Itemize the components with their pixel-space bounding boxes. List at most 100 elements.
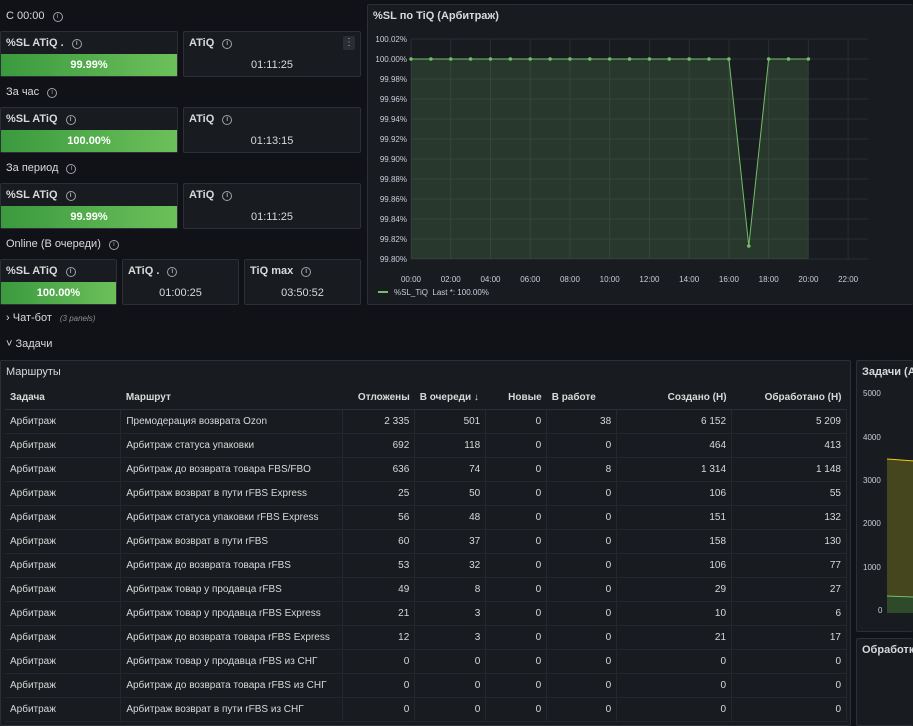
- panel-title: %SL ATiQ i: [6, 189, 76, 201]
- table-row: Арбитраж Премодерация возврата Ozon 2 335 5…: [5, 409, 847, 434]
- panel-title: Задачи (Ар: [862, 366, 913, 378]
- y-tick-label: 100.02%: [375, 35, 407, 44]
- panel-title: ATiQ i: [189, 113, 233, 125]
- column-header[interactable]: В работе: [546, 385, 617, 410]
- sl-atiq-panel-4: %SL ATiQ i 100.00%: [0, 259, 117, 305]
- column-header[interactable]: В очереди ↓: [414, 385, 486, 410]
- table-cell: 464: [616, 433, 733, 458]
- table-cell: 6 152: [616, 409, 733, 434]
- table-cell: Арбитраж до возврата товара rFBS: [120, 553, 344, 578]
- column-header[interactable]: Создано (Н): [616, 385, 732, 410]
- table-cell: 130: [731, 529, 847, 554]
- y-tick: 0: [878, 606, 883, 615]
- table-cell: 0: [616, 697, 733, 722]
- y-tick-label: 99.90%: [380, 155, 407, 164]
- table-cell: 0: [485, 625, 548, 650]
- table-cell: 0: [485, 505, 548, 530]
- table-cell: 55: [731, 481, 847, 506]
- info-icon[interactable]: i: [71, 39, 82, 49]
- table-cell: 0: [546, 601, 618, 626]
- table-cell: 0: [731, 673, 847, 698]
- table-cell: 3: [414, 601, 487, 626]
- table-cell: 21: [616, 625, 733, 650]
- column-header[interactable]: Маршрут: [120, 385, 343, 410]
- table-cell: 0: [485, 529, 548, 554]
- table-cell: 1 314: [616, 457, 733, 482]
- column-header[interactable]: Отложены: [342, 385, 415, 410]
- y-tick: 1000: [863, 563, 881, 572]
- table-cell: 0: [342, 649, 416, 674]
- info-icon[interactable]: i: [108, 240, 119, 250]
- table-cell: 74: [414, 457, 487, 482]
- info-icon[interactable]: i: [47, 88, 58, 98]
- table-cell: Арбитраж товар у продавца rFBS Express: [120, 601, 344, 626]
- panel-menu-icon[interactable]: ⋮: [343, 36, 355, 50]
- data-point: [409, 57, 413, 61]
- column-header[interactable]: Новые: [485, 385, 547, 410]
- table-cell: Арбитраж: [5, 409, 122, 434]
- table-cell: 0: [546, 481, 618, 506]
- atiq-panel-4: ATiQ .i 01:00:25: [122, 259, 239, 305]
- data-point: [707, 57, 711, 61]
- table-cell: Арбитраж: [5, 433, 122, 458]
- table-cell: 27: [731, 577, 847, 602]
- table-row: Арбитраж Арбитраж возврат в пути rFBS 60 37…: [5, 529, 847, 554]
- panel-title: %SL ATiQ .i: [6, 37, 82, 49]
- table-cell: Арбитраж: [5, 649, 122, 674]
- info-icon[interactable]: i: [65, 115, 76, 125]
- tiq-max-panel: TiQ max i 03:50:52: [244, 259, 361, 305]
- table-cell: 636: [342, 457, 416, 482]
- info-icon[interactable]: i: [65, 191, 76, 201]
- info-icon[interactable]: i: [167, 267, 178, 277]
- table-cell: 50: [414, 481, 487, 506]
- legend-last-value: Last *: 100.00%: [432, 288, 489, 297]
- table-cell: 12: [342, 625, 416, 650]
- table-cell: 132: [731, 505, 847, 530]
- table-cell: Арбитраж: [5, 625, 122, 650]
- column-header[interactable]: Обработано (Н): [731, 385, 847, 410]
- data-point: [786, 57, 791, 61]
- table-cell: Премодерация возврата Ozon: [120, 409, 344, 434]
- table-cell: 38: [546, 409, 618, 434]
- section-title-online: Online (В очереди) i: [6, 238, 119, 250]
- row-tasks[interactable]: ˅ Задачи: [6, 338, 52, 350]
- table-row: Арбитраж Арбитраж товар у продавца rFBS E…: [5, 601, 847, 626]
- info-icon[interactable]: i: [301, 267, 312, 277]
- data-point: [528, 57, 533, 61]
- info-icon[interactable]: i: [222, 39, 233, 49]
- info-icon[interactable]: i: [66, 164, 77, 174]
- panel-count: (3 panels): [59, 314, 96, 323]
- info-icon[interactable]: i: [65, 267, 76, 277]
- section-title-c0000: С 00:00 i: [6, 10, 63, 22]
- row-label: Чат-бот: [12, 312, 52, 324]
- table-cell: 0: [485, 577, 548, 602]
- chart-legend[interactable]: %SL_TiQ Last *: 100.00%: [378, 288, 489, 297]
- info-icon[interactable]: i: [222, 191, 233, 201]
- panel-title: Обработка: [862, 644, 913, 656]
- table-cell: 0: [546, 553, 618, 578]
- info-icon[interactable]: i: [52, 12, 63, 22]
- table-cell: 118: [414, 433, 487, 458]
- table-row: Арбитраж Арбитраж товар у продавца rFBS 49…: [5, 577, 847, 602]
- panel-title: %SL ATiQ i: [6, 113, 76, 125]
- routes-panel: Маршруты Задача Маршрут Отложены В очереди …: [0, 360, 851, 726]
- table-cell: Арбитраж статуса упаковки rFBS Express: [120, 505, 344, 530]
- sl-atiq-panel-3: %SL ATiQ i 99.99%: [0, 183, 178, 229]
- column-header[interactable]: Задача: [5, 385, 121, 410]
- data-point: [568, 57, 572, 61]
- x-tick-label: 06:00: [520, 275, 541, 284]
- x-tick-label: 22:00: [838, 275, 859, 284]
- y-tick-label: 99.82%: [380, 235, 407, 244]
- chevron-down-icon: ˅: [6, 338, 13, 350]
- table-cell: 53: [342, 553, 416, 578]
- table-cell: 17: [731, 625, 847, 650]
- table-cell: 0: [485, 649, 548, 674]
- info-icon[interactable]: i: [222, 115, 233, 125]
- row-chatbot[interactable]: › Чат-бот (3 panels): [6, 312, 95, 324]
- table-cell: Арбитраж: [5, 673, 122, 698]
- x-tick-label: 12:00: [639, 275, 660, 284]
- table-cell: 158: [616, 529, 733, 554]
- table-cell: Арбитраж товар у продавца rFBS из СНГ: [120, 649, 344, 674]
- table-cell: 48: [414, 505, 487, 530]
- table-row: Арбитраж Арбитраж возврат в пути rFBS из …: [5, 697, 847, 722]
